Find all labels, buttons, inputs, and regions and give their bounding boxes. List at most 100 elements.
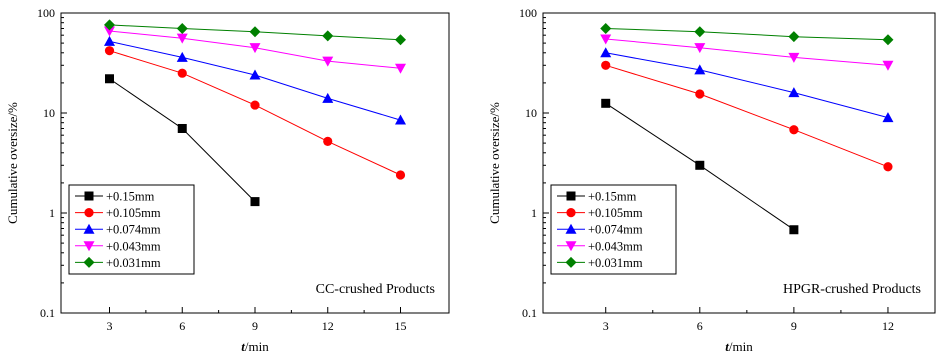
x-tick-label: 9: [252, 319, 258, 333]
data-point: [104, 26, 115, 37]
x-tick-label: 6: [697, 319, 703, 333]
data-point: [176, 33, 188, 44]
x-tick-label: 9: [791, 319, 797, 333]
data-point: [883, 162, 893, 172]
data-point: [694, 26, 706, 38]
data-point: [176, 22, 188, 34]
data-point: [250, 100, 260, 110]
chart-annotation: HPGR-crushed Products: [783, 282, 921, 297]
data-point: [788, 31, 800, 43]
series-0-105mm: [104, 46, 406, 180]
data-point: [322, 30, 334, 42]
series-0-074mm: [104, 35, 406, 125]
y-tick-label: 100: [37, 6, 55, 20]
data-point: [601, 60, 611, 70]
data-point: [788, 87, 800, 98]
data-point: [250, 197, 260, 207]
legend-marker: [565, 241, 577, 252]
y-axis-label: Cumulative oversize/%: [5, 102, 20, 224]
data-point: [395, 34, 406, 46]
legend-marker: [83, 241, 95, 252]
data-point: [395, 170, 406, 180]
data-point: [249, 43, 261, 54]
data-point: [177, 68, 187, 78]
data-point: [882, 112, 894, 123]
data-point: [177, 123, 187, 133]
data-point: [176, 51, 188, 62]
y-tick-label: 1: [49, 206, 55, 220]
legend-marker: [84, 191, 94, 201]
data-point: [104, 19, 115, 31]
x-tick-label: 3: [107, 319, 113, 333]
legend-marker: [565, 256, 577, 268]
x-tick-label: 6: [179, 319, 185, 333]
chart-hpgr-crushed: 0.1 1 10 100 3 6 9 12 t/min Cumulative oversize/%…: [487, 6, 936, 354]
chart-cc-crushed: 0.1 1 10 100 3 6 9 12 15 t/min Cumulative oversize…: [5, 6, 450, 354]
plot-frame: [542, 12, 936, 314]
legend-marker: [566, 208, 576, 218]
series-0-074mm: [600, 47, 894, 123]
legend-label: +0.105mm: [106, 206, 161, 220]
legend-label: +0.043mm: [106, 239, 161, 253]
y-tick-label: 1: [531, 206, 537, 220]
data-point: [323, 136, 333, 146]
data-point: [694, 43, 706, 54]
series-line: [109, 50, 401, 176]
data-point: [789, 125, 799, 135]
legend-marker: [565, 223, 577, 234]
legend-label: +0.031mm: [588, 256, 643, 270]
y-tick-label: 10: [43, 106, 55, 120]
data-point: [789, 225, 799, 235]
series-0-043mm: [600, 34, 894, 71]
y-tick-label: 100: [519, 6, 537, 20]
data-point: [600, 22, 612, 34]
x-axis-label: t/min: [725, 339, 753, 354]
legend-label: +0.074mm: [588, 223, 643, 237]
legend-label: +0.15mm: [588, 190, 637, 204]
data-point: [249, 69, 261, 80]
data-point: [695, 89, 705, 99]
data-point: [694, 64, 706, 75]
data-point: [695, 160, 705, 170]
data-point: [395, 63, 406, 74]
series-line: [605, 64, 889, 168]
series-0-043mm: [104, 26, 406, 74]
x-tick-label: 3: [603, 319, 609, 333]
x-tick-label: 12: [322, 319, 334, 333]
series-0-031mm: [600, 22, 894, 46]
series-0-105mm: [601, 60, 893, 172]
data-point: [104, 46, 115, 56]
series-0-15mm: [601, 98, 799, 235]
y-tick-label: 10: [525, 106, 537, 120]
legend-label: +0.105mm: [588, 206, 643, 220]
series-line: [605, 28, 889, 41]
legend-label: +0.074mm: [106, 223, 161, 237]
data-point: [395, 114, 406, 125]
data-point: [322, 56, 334, 67]
data-point: [600, 34, 612, 45]
y-tick-label: 0.1: [522, 306, 537, 320]
series-0-15mm: [105, 74, 260, 207]
data-point: [601, 98, 611, 108]
series-line: [605, 52, 889, 119]
legend: +0.15mm +0.105mm +0.074mm +0.043mm +0.031mm: [550, 184, 677, 275]
chart-annotation: CC-crushed Products: [316, 282, 435, 297]
x-axis-label: t/min: [241, 339, 269, 354]
y-tick-label: 0.1: [40, 306, 55, 320]
series-line: [605, 38, 889, 66]
data-point: [249, 26, 261, 38]
x-tick-label: 15: [395, 319, 407, 333]
series-line: [109, 78, 256, 202]
data-point: [882, 34, 894, 46]
legend-marker: [84, 208, 94, 218]
legend: +0.15mm +0.105mm +0.074mm +0.043mm +0.031mm: [68, 184, 195, 275]
legend-label: +0.15mm: [106, 190, 155, 204]
data-point: [600, 47, 612, 58]
legend-label: +0.043mm: [588, 239, 643, 253]
x-tick-label: 12: [882, 319, 894, 333]
legend-label: +0.031mm: [106, 256, 161, 270]
legend-marker: [83, 223, 95, 234]
series-0-031mm: [104, 19, 406, 46]
data-point: [882, 60, 894, 71]
